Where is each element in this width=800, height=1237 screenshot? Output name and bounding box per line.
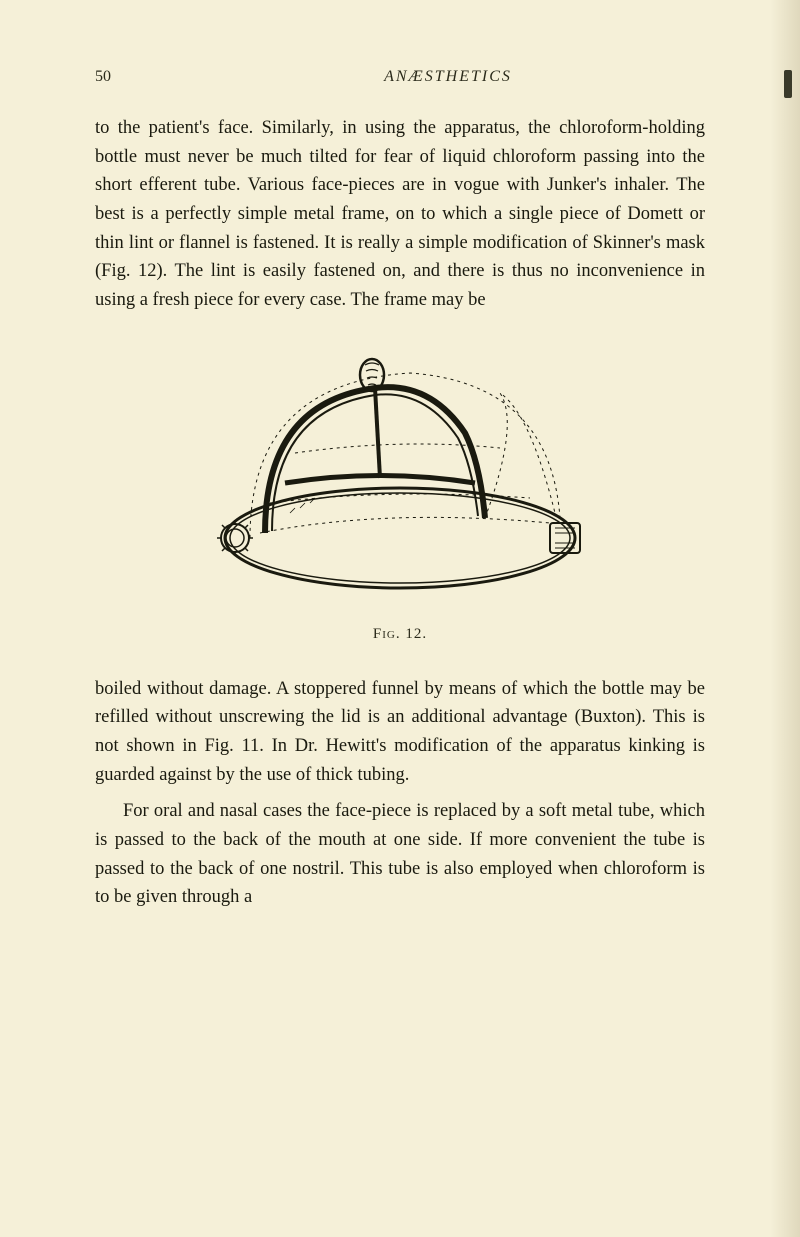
page-number: 50 [95, 68, 111, 86]
paragraph-2: boiled without damage. A stoppered funne… [95, 675, 705, 790]
page-header: 50 ANÆSTHETICS [95, 68, 705, 86]
figure-illustration [210, 343, 590, 603]
figure-container: Fig. 12. [95, 343, 705, 643]
figure-caption: Fig. 12. [95, 626, 705, 643]
page-container: 50 ANÆSTHETICS to the patient's face. Si… [0, 0, 800, 1237]
paragraph-3: For oral and nasal cases the face-piece … [95, 797, 705, 912]
running-title: ANÆSTHETICS [384, 68, 512, 86]
paragraph-1: to the patient's face. Similarly, in usi… [95, 114, 705, 315]
page-edge-shadow [770, 0, 800, 1237]
margin-mark [784, 70, 792, 98]
